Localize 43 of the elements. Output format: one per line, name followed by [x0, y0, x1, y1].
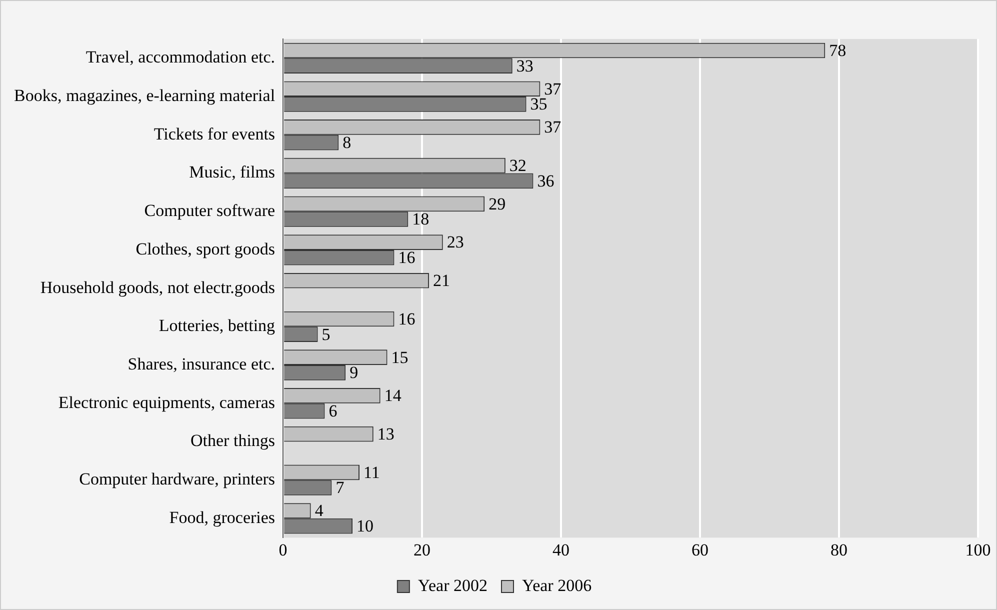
data-label: 8 [342, 133, 352, 152]
y-tick-label: Books, magazines, e-learning material [14, 86, 276, 105]
data-label: 11 [363, 462, 380, 482]
data-label: 13 [377, 424, 394, 444]
x-tick-label: 20 [414, 540, 431, 560]
y-tick-label: Music, films [189, 162, 276, 182]
data-label: 29 [488, 194, 506, 214]
data-label: 23 [446, 232, 464, 252]
data-label: 5 [322, 324, 330, 344]
y-tick-label: Shares, insurance etc. [128, 354, 276, 374]
data-label: 7 [336, 478, 345, 498]
y-tick-label: Food, groceries [169, 508, 276, 527]
data-label: 21 [432, 271, 450, 290]
data-label: 78 [829, 40, 846, 60]
data-label: 18 [412, 210, 430, 229]
y-tick-label: Other things [190, 431, 276, 450]
y-tick-label: Computer software [144, 201, 276, 220]
y-tick-label: Computer hardware, printers [79, 470, 276, 489]
data-label: 16 [398, 248, 416, 268]
x-tick-label: 80 [830, 540, 848, 560]
legend-label: Year 2006 [522, 576, 592, 595]
data-label: 33 [516, 56, 534, 76]
data-label: 16 [398, 309, 416, 328]
data-label: 15 [391, 348, 408, 367]
x-tick-label: 100 [965, 540, 991, 560]
y-tick-label: Tickets for events [154, 124, 276, 144]
x-tick-label: 0 [278, 540, 288, 560]
data-label: 10 [356, 516, 374, 536]
data-label: 9 [350, 363, 358, 382]
data-label: 36 [537, 171, 554, 190]
data-label: 32 [509, 156, 526, 176]
y-tick-label: Lotteries, betting [158, 316, 276, 336]
x-tick-label: 40 [552, 540, 570, 560]
y-tick-label: Electronic equipments, cameras [58, 392, 276, 412]
y-tick-label: Household goods, not electr.goods [40, 278, 276, 297]
y-tick-label: Clothes, sport goods [136, 239, 276, 258]
data-label: 4 [314, 501, 324, 520]
x-tick-label: 60 [692, 540, 709, 560]
data-label: 6 [328, 402, 338, 420]
data-label: 14 [384, 386, 402, 406]
legend-label: Year 2002 [418, 576, 488, 595]
data-label: 37 [544, 118, 562, 137]
y-tick-label: Travel, accommodation etc. [86, 48, 276, 67]
